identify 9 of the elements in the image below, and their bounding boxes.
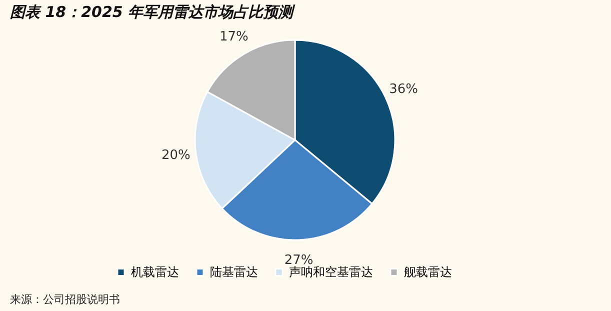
- legend-label: 声呐和空基雷达: [289, 265, 373, 280]
- legend-label: 陆基雷达: [210, 265, 258, 280]
- source-note: 来源：公司招股说明书: [10, 293, 120, 306]
- data-label: 17%: [219, 30, 248, 45]
- legend-label: 舰载雷达: [404, 265, 452, 280]
- data-label: 36%: [389, 82, 418, 97]
- data-label: 20%: [161, 148, 190, 164]
- chart-title: 图表 18：2025 年军用雷达市场占比预测: [10, 3, 296, 21]
- legend-label: 机载雷达: [131, 265, 179, 280]
